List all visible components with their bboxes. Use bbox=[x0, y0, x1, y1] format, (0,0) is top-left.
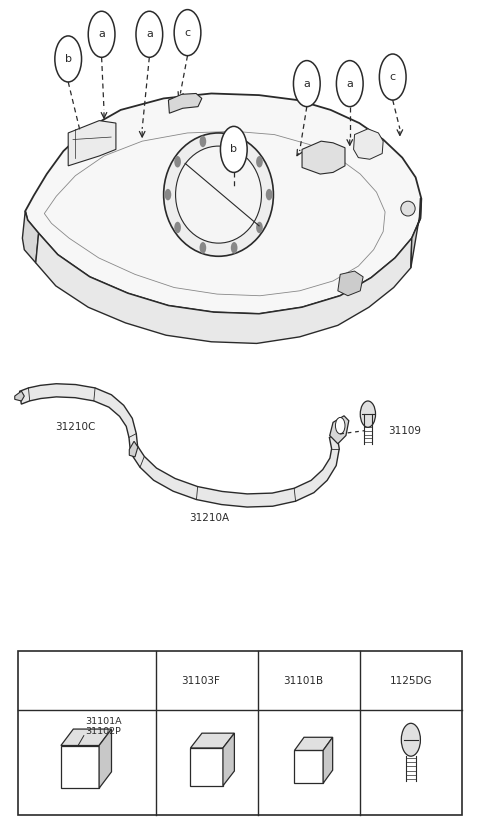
Circle shape bbox=[266, 189, 273, 200]
Polygon shape bbox=[330, 416, 349, 444]
Text: c: c bbox=[390, 72, 396, 82]
Text: a: a bbox=[27, 676, 34, 686]
Circle shape bbox=[256, 156, 263, 167]
Circle shape bbox=[200, 135, 206, 147]
Circle shape bbox=[360, 401, 375, 427]
Circle shape bbox=[220, 126, 247, 172]
Polygon shape bbox=[411, 199, 421, 268]
Circle shape bbox=[174, 222, 181, 233]
Polygon shape bbox=[61, 746, 99, 788]
Polygon shape bbox=[191, 733, 234, 748]
Text: c: c bbox=[184, 27, 191, 38]
Polygon shape bbox=[294, 738, 333, 751]
Circle shape bbox=[256, 222, 263, 233]
Circle shape bbox=[379, 54, 406, 100]
Circle shape bbox=[336, 60, 363, 106]
Circle shape bbox=[293, 60, 320, 106]
Polygon shape bbox=[61, 729, 111, 746]
Circle shape bbox=[401, 724, 420, 757]
Polygon shape bbox=[302, 141, 345, 174]
Text: b: b bbox=[65, 54, 72, 64]
Polygon shape bbox=[99, 729, 111, 788]
Polygon shape bbox=[36, 233, 412, 343]
Polygon shape bbox=[354, 129, 383, 159]
Circle shape bbox=[231, 242, 238, 253]
Circle shape bbox=[174, 156, 181, 167]
Polygon shape bbox=[68, 120, 116, 166]
Polygon shape bbox=[323, 738, 333, 783]
Text: 31210C: 31210C bbox=[55, 422, 96, 432]
Text: 31210A: 31210A bbox=[189, 513, 229, 523]
Text: c: c bbox=[267, 676, 273, 686]
Ellipse shape bbox=[401, 201, 415, 216]
Polygon shape bbox=[23, 211, 38, 263]
FancyBboxPatch shape bbox=[18, 651, 462, 815]
Polygon shape bbox=[129, 441, 138, 457]
Text: 31102P: 31102P bbox=[85, 727, 120, 736]
Circle shape bbox=[136, 12, 163, 57]
Circle shape bbox=[158, 664, 178, 697]
Text: a: a bbox=[303, 78, 310, 88]
Circle shape bbox=[200, 242, 206, 253]
Text: a: a bbox=[98, 29, 105, 40]
Polygon shape bbox=[338, 271, 363, 295]
Text: a: a bbox=[146, 29, 153, 40]
Circle shape bbox=[174, 10, 201, 55]
Polygon shape bbox=[15, 391, 24, 401]
Circle shape bbox=[21, 664, 40, 697]
Text: 31101A: 31101A bbox=[85, 717, 121, 726]
Circle shape bbox=[88, 12, 115, 57]
Polygon shape bbox=[168, 93, 202, 113]
Polygon shape bbox=[223, 733, 234, 785]
Text: 31103F: 31103F bbox=[181, 676, 220, 686]
Polygon shape bbox=[20, 384, 138, 450]
Polygon shape bbox=[132, 434, 339, 507]
Text: 31101B: 31101B bbox=[284, 676, 324, 686]
Text: b: b bbox=[230, 144, 237, 154]
Polygon shape bbox=[294, 751, 323, 783]
Circle shape bbox=[336, 417, 345, 434]
Ellipse shape bbox=[176, 146, 262, 243]
Ellipse shape bbox=[164, 133, 274, 257]
Circle shape bbox=[55, 36, 82, 82]
Text: a: a bbox=[347, 78, 353, 88]
Circle shape bbox=[165, 189, 171, 200]
Text: b: b bbox=[165, 676, 171, 686]
Circle shape bbox=[231, 135, 238, 147]
Polygon shape bbox=[191, 748, 223, 785]
Text: 31109: 31109 bbox=[388, 426, 421, 436]
Text: 1125DG: 1125DG bbox=[390, 676, 432, 686]
Polygon shape bbox=[25, 93, 421, 314]
Circle shape bbox=[261, 664, 280, 697]
